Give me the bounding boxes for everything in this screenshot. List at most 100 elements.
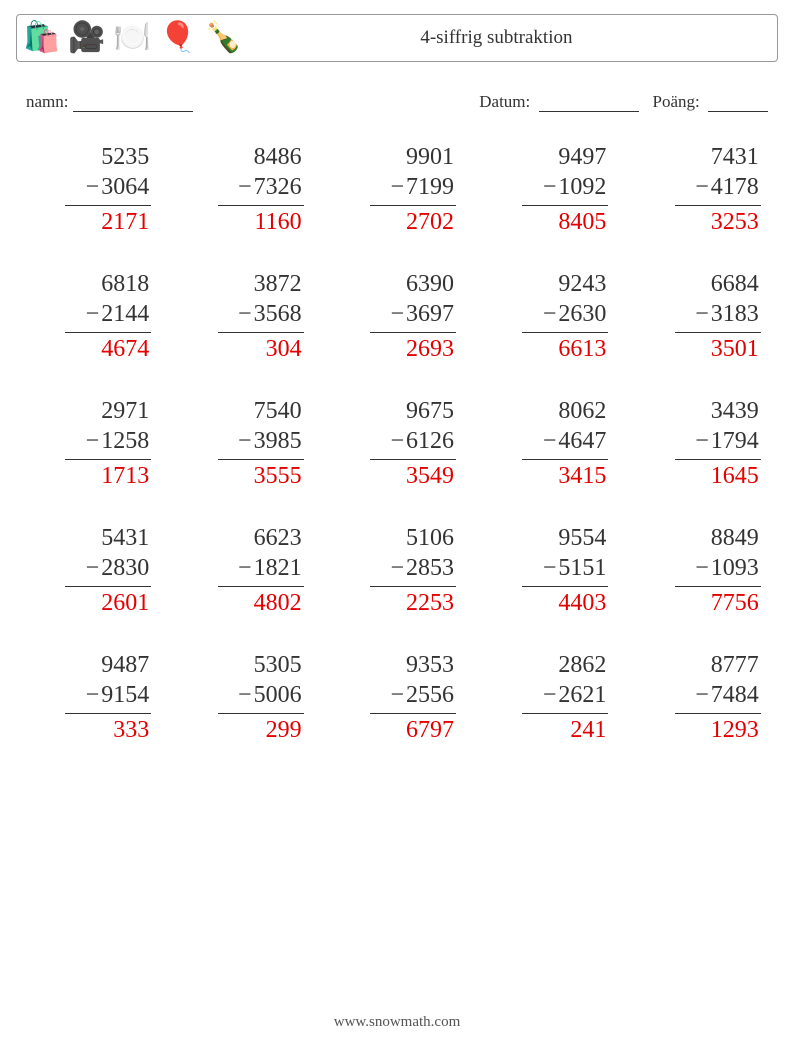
problem: 3439−17941645 (643, 396, 761, 491)
minuend: 8777 (711, 650, 761, 680)
answer: 1160 (254, 207, 303, 237)
minus-sign: − (390, 299, 404, 329)
minus-sign: − (238, 680, 252, 710)
subtrahend: 7199 (406, 172, 454, 202)
problem: 7540−39853555 (186, 396, 304, 491)
balloon-icon: 🎈 (159, 23, 196, 53)
rule (370, 586, 456, 587)
subtrahend: 2853 (406, 553, 454, 583)
answer: 8405 (558, 207, 608, 237)
subtrahend: 1258 (101, 426, 149, 456)
subtrahend-row: −3568 (186, 299, 304, 329)
minuend: 9675 (406, 396, 456, 426)
problem-grid: 5235−306421718486−732611609901−719927029… (26, 142, 768, 745)
minus-sign: − (695, 680, 709, 710)
problem: 6390−36972693 (338, 269, 456, 364)
minuend: 5431 (101, 523, 151, 553)
subtrahend-row: −1093 (643, 553, 761, 583)
subtrahend: 3697 (406, 299, 454, 329)
rule (65, 586, 151, 587)
minus-sign: − (390, 172, 404, 202)
subtrahend: 7484 (711, 680, 759, 710)
problem: 9554−51514403 (490, 523, 608, 618)
minuend: 5305 (254, 650, 304, 680)
subtrahend-row: −5151 (490, 553, 608, 583)
minus-sign: − (86, 426, 100, 456)
subtrahend: 5006 (254, 680, 302, 710)
subtrahend: 3064 (101, 172, 149, 202)
minuend: 9243 (558, 269, 608, 299)
date-label: Datum: (479, 92, 530, 111)
answer: 304 (266, 334, 304, 364)
subtrahend-row: −7199 (338, 172, 456, 202)
minuend: 6818 (101, 269, 151, 299)
minus-sign: − (390, 553, 404, 583)
minuend: 9487 (101, 650, 151, 680)
subtrahend-row: −2144 (33, 299, 151, 329)
minuend: 6623 (254, 523, 304, 553)
answer: 6613 (558, 334, 608, 364)
rule (675, 713, 761, 714)
subtrahend: 2630 (558, 299, 606, 329)
score-blank[interactable] (708, 93, 768, 112)
subtrahend-row: −5006 (186, 680, 304, 710)
minus-sign: − (695, 299, 709, 329)
problem: 2971−12581713 (33, 396, 151, 491)
subtrahend-row: −7484 (643, 680, 761, 710)
subtrahend-row: −1794 (643, 426, 761, 456)
name-blank[interactable] (73, 93, 193, 112)
subtrahend-row: −1821 (186, 553, 304, 583)
minus-sign: − (543, 680, 557, 710)
minuend: 5106 (406, 523, 456, 553)
rule (65, 713, 151, 714)
rule (370, 332, 456, 333)
minuend: 8062 (558, 396, 608, 426)
name-label: namn: (26, 92, 69, 112)
problem: 9243−26306613 (490, 269, 608, 364)
subtrahend-row: −3985 (186, 426, 304, 456)
subtrahend-row: −2830 (33, 553, 151, 583)
rule (522, 586, 608, 587)
answer: 1713 (101, 461, 151, 491)
minus-sign: − (238, 553, 252, 583)
answer: 2693 (406, 334, 456, 364)
minus-sign: − (86, 680, 100, 710)
subtrahend-row: −4647 (490, 426, 608, 456)
rule (370, 713, 456, 714)
minus-sign: − (238, 426, 252, 456)
worksheet-page: 🛍️ 🎥 🍽️ 🎈 🍾 4-siffrig subtraktion namn: … (0, 0, 794, 745)
subtrahend: 4178 (711, 172, 759, 202)
answer: 6797 (406, 715, 456, 745)
problem: 2862−2621241 (490, 650, 608, 745)
rule (522, 205, 608, 206)
minus-sign: − (238, 299, 252, 329)
minuend: 9901 (406, 142, 456, 172)
problem: 5235−30642171 (33, 142, 151, 237)
minus-sign: − (543, 172, 557, 202)
subtrahend-row: −9154 (33, 680, 151, 710)
subtrahend: 7326 (254, 172, 302, 202)
cloche-icon: 🍽️ (114, 23, 151, 53)
subtrahend-row: −3064 (33, 172, 151, 202)
date-blank[interactable] (539, 93, 639, 112)
problem: 6623−18214802 (186, 523, 304, 618)
rule (218, 713, 304, 714)
minus-sign: − (86, 553, 100, 583)
camera-icon: 🎥 (68, 23, 105, 53)
problem: 9901−71992702 (338, 142, 456, 237)
problem: 5431−2830 2601 (33, 523, 151, 618)
subtrahend: 6126 (406, 426, 454, 456)
subtrahend: 3568 (254, 299, 302, 329)
rule (65, 459, 151, 460)
meta-date: Datum: (479, 92, 638, 112)
subtrahend-row: −1258 (33, 426, 151, 456)
minus-sign: − (390, 680, 404, 710)
answer: 3555 (254, 461, 304, 491)
answer: 2601 (101, 588, 151, 618)
bag-icon: 🛍️ (23, 23, 60, 53)
problem: 9353−25566797 (338, 650, 456, 745)
problem: 8849−10937756 (643, 523, 761, 618)
subtrahend: 4647 (558, 426, 606, 456)
problem: 5305−5006299 (186, 650, 304, 745)
minuend: 8849 (711, 523, 761, 553)
